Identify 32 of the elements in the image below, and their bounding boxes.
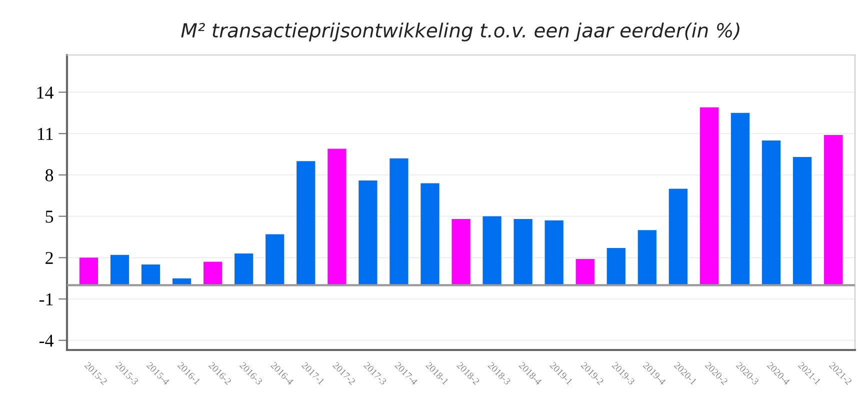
bar xyxy=(358,180,378,286)
bar xyxy=(234,254,254,286)
bar xyxy=(390,158,408,286)
bar xyxy=(700,107,718,286)
bar xyxy=(452,219,470,286)
bar xyxy=(420,183,440,286)
y-tick-label: 11 xyxy=(38,128,53,140)
bar xyxy=(141,264,160,286)
y-tick-label: 14 xyxy=(37,86,54,98)
bar xyxy=(296,161,316,286)
bar xyxy=(204,262,222,286)
bar xyxy=(730,112,750,286)
bar xyxy=(824,134,843,286)
y-tick-label: -1 xyxy=(39,293,53,306)
bar xyxy=(606,248,626,286)
y-tick-label: 5 xyxy=(46,210,54,223)
bar xyxy=(762,140,781,286)
bar xyxy=(110,254,130,286)
chart-title: M² transactieprijsontwikkeling t.o.v. een jaar eerder(in %) xyxy=(181,22,740,42)
bar xyxy=(328,148,346,286)
y-tick-label: 8 xyxy=(45,169,54,182)
y-tick-label: 2 xyxy=(46,252,53,264)
bar xyxy=(79,258,98,286)
bar xyxy=(668,188,688,286)
bar xyxy=(482,216,502,286)
y-tick-label: -4 xyxy=(39,334,54,347)
bar xyxy=(514,219,532,286)
bar xyxy=(638,230,656,286)
bar xyxy=(792,157,812,286)
bar xyxy=(576,259,594,286)
bar xyxy=(266,234,284,286)
bar xyxy=(544,220,564,286)
